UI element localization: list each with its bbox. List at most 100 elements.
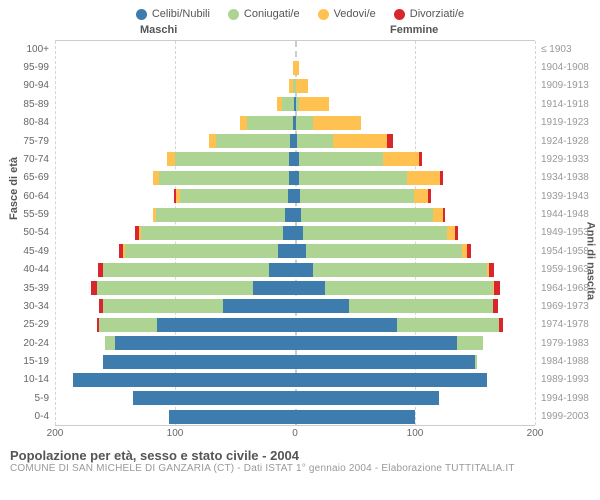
pyramid-row: 80-84 1919-1923 bbox=[0, 114, 600, 132]
pyramid-row: 70-74 1929-1933 bbox=[0, 150, 600, 168]
birth-label: 1994-1998 bbox=[535, 393, 600, 404]
bars bbox=[55, 355, 535, 369]
bars bbox=[55, 244, 535, 258]
legend: Celibi/Nubili Coniugati/e Vedovi/e Divorzia… bbox=[0, 0, 600, 24]
age-label: 70-74 bbox=[0, 154, 55, 165]
age-label: 50-54 bbox=[0, 227, 55, 238]
bars bbox=[55, 42, 535, 56]
x-tick: 100 bbox=[167, 428, 184, 439]
bars bbox=[55, 79, 535, 93]
bars bbox=[55, 171, 535, 185]
x-tick: 0 bbox=[292, 428, 298, 439]
age-label: 40-44 bbox=[0, 264, 55, 275]
pyramid-row: 35-39 1964-1968 bbox=[0, 279, 600, 297]
birth-label: 1934-1938 bbox=[535, 172, 600, 183]
pyramid-row: 85-89 1914-1918 bbox=[0, 95, 600, 113]
chart-footer: Popolazione per età, sesso e stato civil… bbox=[0, 442, 600, 474]
pyramid-row: 40-44 1959-1963 bbox=[0, 261, 600, 279]
birth-label: 1939-1943 bbox=[535, 191, 600, 202]
age-label: 45-49 bbox=[0, 246, 55, 257]
birth-label: ≤ 1903 bbox=[535, 44, 600, 55]
bars bbox=[55, 97, 535, 111]
pyramid-row: 75-791924-1928 bbox=[0, 132, 600, 150]
bars bbox=[55, 410, 535, 424]
female-header: Femmine bbox=[390, 24, 438, 36]
age-label: 90-94 bbox=[0, 80, 55, 91]
bars bbox=[55, 373, 535, 387]
age-label: 100+ bbox=[0, 44, 55, 55]
x-tick: 100 bbox=[407, 428, 424, 439]
bars bbox=[55, 116, 535, 130]
age-label: 25-29 bbox=[0, 319, 55, 330]
age-label: 20-24 bbox=[0, 338, 55, 349]
bars bbox=[55, 263, 535, 277]
male-header: Maschi bbox=[140, 24, 177, 36]
birth-label: 1954-1958 bbox=[535, 246, 600, 257]
birth-label: 1909-1913 bbox=[535, 80, 600, 91]
bars bbox=[55, 134, 535, 148]
birth-label: 1969-1973 bbox=[535, 301, 600, 312]
age-label: 0-4 bbox=[0, 411, 55, 422]
x-tick: 200 bbox=[47, 428, 64, 439]
bars bbox=[55, 61, 535, 75]
legend-swatch bbox=[394, 9, 405, 20]
bars bbox=[55, 336, 535, 350]
age-label: 65-69 bbox=[0, 172, 55, 183]
birth-label: 1959-1963 bbox=[535, 264, 600, 275]
birth-label: 1904-1908 bbox=[535, 62, 600, 73]
pyramid-row: 95-99 1904-1908 bbox=[0, 58, 600, 76]
x-axis: 2001000100200 bbox=[55, 426, 535, 442]
legend-item: Divorziati/e bbox=[394, 8, 464, 20]
legend-label: Celibi/Nubili bbox=[152, 8, 210, 20]
age-label: 95-99 bbox=[0, 62, 55, 73]
bars bbox=[55, 281, 535, 295]
age-label: 85-89 bbox=[0, 99, 55, 110]
pyramid-row: 100+ ≤ 1903 bbox=[0, 40, 600, 58]
pyramid-row: 25-291974-1978 bbox=[0, 316, 600, 334]
x-tick: 200 bbox=[527, 428, 544, 439]
bars bbox=[55, 318, 535, 332]
bars bbox=[55, 208, 535, 222]
pyramid-row: 65-69 1934-1938 bbox=[0, 169, 600, 187]
legend-item: Celibi/Nubili bbox=[136, 8, 210, 20]
pyramid-row: 15-19 1984-1988 bbox=[0, 352, 600, 370]
birth-label: 1984-1988 bbox=[535, 356, 600, 367]
age-label: 35-39 bbox=[0, 283, 55, 294]
age-label: 80-84 bbox=[0, 117, 55, 128]
age-label: 55-59 bbox=[0, 209, 55, 220]
legend-swatch bbox=[318, 9, 329, 20]
legend-label: Coniugati/e bbox=[244, 8, 300, 20]
birth-label: 1929-1933 bbox=[535, 154, 600, 165]
birth-label: 1964-1968 bbox=[535, 283, 600, 294]
birth-label: 1914-1918 bbox=[535, 99, 600, 110]
pyramid-row: 20-24 1979-1983 bbox=[0, 334, 600, 352]
age-label: 30-34 bbox=[0, 301, 55, 312]
birth-label: 1924-1928 bbox=[535, 136, 600, 147]
legend-item: Vedovi/e bbox=[318, 8, 376, 20]
pyramid-row: 55-591944-1948 bbox=[0, 205, 600, 223]
pyramid-row: 0-4 1999-2003 bbox=[0, 408, 600, 426]
birth-label: 1989-1993 bbox=[535, 374, 600, 385]
gender-headers: Maschi Femmine bbox=[0, 24, 600, 40]
pyramid-row: 30-34 1969-1973 bbox=[0, 297, 600, 315]
bars bbox=[55, 226, 535, 240]
birth-label: 1949-1953 bbox=[535, 227, 600, 238]
chart-title: Popolazione per età, sesso e stato civil… bbox=[10, 448, 590, 463]
age-label: 15-19 bbox=[0, 356, 55, 367]
legend-swatch bbox=[136, 9, 147, 20]
bars bbox=[55, 152, 535, 166]
chart-subtitle: COMUNE DI SAN MICHELE DI GANZARIA (CT) -… bbox=[10, 463, 590, 474]
birth-label: 1979-1983 bbox=[535, 338, 600, 349]
birth-label: 1919-1923 bbox=[535, 117, 600, 128]
legend-label: Divorziati/e bbox=[410, 8, 464, 20]
pyramid-row: 10-14 1989-1993 bbox=[0, 371, 600, 389]
age-label: 10-14 bbox=[0, 374, 55, 385]
bars bbox=[55, 391, 535, 405]
pyramid-chart: Fasce di età Anni di nascita 100+≤ 19039… bbox=[0, 40, 600, 426]
birth-label: 1999-2003 bbox=[535, 411, 600, 422]
legend-label: Vedovi/e bbox=[334, 8, 376, 20]
pyramid-row: 90-94 1909-1913 bbox=[0, 77, 600, 95]
age-label: 60-64 bbox=[0, 191, 55, 202]
pyramid-row: 5-91994-1998 bbox=[0, 389, 600, 407]
bars bbox=[55, 299, 535, 313]
